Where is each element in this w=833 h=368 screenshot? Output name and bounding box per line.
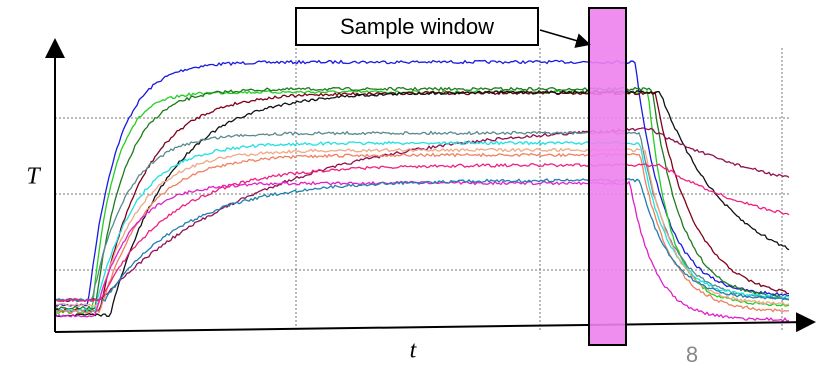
curve <box>54 162 790 303</box>
page-number: 8 <box>686 342 698 367</box>
curve <box>54 178 790 303</box>
curve <box>54 140 790 313</box>
curve <box>54 147 790 307</box>
curve <box>54 152 790 315</box>
curve <box>54 180 790 323</box>
sample-window <box>588 7 627 346</box>
annotation-arrow <box>539 29 591 48</box>
y-axis-label: T <box>26 164 41 190</box>
curve <box>54 130 790 303</box>
curves <box>54 59 790 323</box>
curve <box>54 86 790 311</box>
curve <box>54 89 790 315</box>
curve <box>54 127 790 303</box>
annotation-box <box>295 7 539 46</box>
x-axis-label: t <box>410 338 418 364</box>
x-axis <box>54 312 816 333</box>
annotation: Sample window <box>340 14 494 39</box>
